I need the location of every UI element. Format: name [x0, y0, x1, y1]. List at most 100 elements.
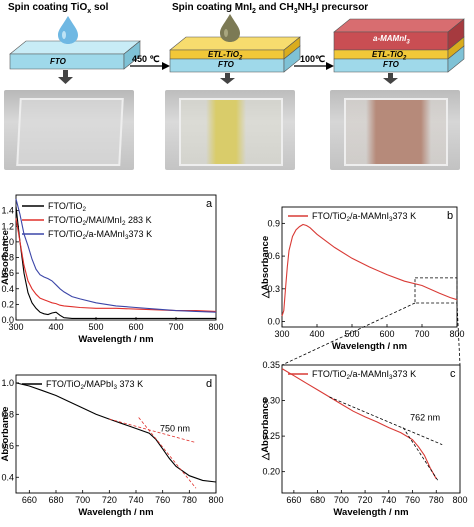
down-arrows — [58, 70, 398, 84]
substrate-3 — [333, 18, 465, 73]
tangent-line — [329, 396, 443, 446]
x-tick-label: 760 — [155, 495, 170, 505]
zoom-box — [414, 277, 458, 304]
x-axis-label: Wavelength / nm — [333, 507, 408, 518]
y-tick-label: 0.35 — [262, 360, 280, 370]
zoom-connector — [456, 302, 461, 366]
substrate-2 — [169, 14, 301, 73]
x-tick-label: 720 — [102, 495, 117, 505]
panel-d: 660 680 700 720 740 760 780 800 0.4 0.6 0.8 1.0 Wave… — [0, 374, 224, 518]
layer-label-etl-3: ETL-TiO2 — [372, 50, 407, 62]
step1-title: Spin coating TiOx sol — [8, 2, 109, 15]
y-tick-label: 1.4 — [1, 206, 14, 216]
y-axis-label: △Absorbance — [260, 236, 271, 299]
series-line — [15, 218, 217, 312]
y-tick-label: 0.25 — [262, 431, 280, 441]
x-tick-label: 700 — [75, 495, 90, 505]
x-tick-label: 680 — [310, 495, 325, 505]
panel-letter: d — [206, 378, 212, 390]
x-tick-label: 740 — [128, 495, 143, 505]
legend-entry: FTO/TiO2/MAPbI3 373 K — [46, 379, 143, 391]
legend-entry: FTO/TiO2/a-MAMnI3373 K — [312, 369, 416, 381]
layer-label-fto-2: FTO — [218, 60, 234, 69]
x-axis-label: Wavelength / nm — [332, 341, 407, 352]
y-tick-label: 0.6 — [1, 441, 14, 451]
annotation-750nm: 750 nm — [160, 424, 190, 434]
y-tick-label: 0.2 — [1, 299, 14, 309]
substrate-1 — [9, 16, 141, 70]
x-tick-label: 780 — [429, 495, 444, 505]
y-tick-label: 1.2 — [1, 221, 14, 231]
x-tick-label: 660 — [286, 495, 301, 505]
sample-photo-2 — [165, 90, 295, 170]
x-tick-label: 400 — [48, 322, 63, 332]
x-tick-label: 400 — [309, 329, 324, 339]
tangent-line — [402, 427, 439, 482]
x-tick-label: 800 — [208, 495, 223, 505]
series-line — [15, 206, 216, 319]
arrow-1-label: 450 ℃ — [132, 54, 160, 64]
series-line — [281, 223, 458, 317]
x-tick-label: 300 — [274, 329, 289, 339]
x-tick-label: 700 — [168, 322, 183, 332]
sample-photo-3 — [330, 90, 460, 170]
layer-label-fto-1: FTO — [50, 57, 66, 66]
legend-entry: FTO/TiO2/MAI/MnI2 283 K — [48, 215, 152, 227]
arrow-1 — [130, 62, 170, 70]
y-axis-label: Absorbance — [0, 407, 11, 462]
sample-photo-1 — [4, 90, 134, 170]
drop-icon-2 — [220, 14, 240, 42]
panel-c: 660 680 700 720 740 760 780 800 0.20 0.25 0.30 0.35… — [260, 360, 468, 518]
tangent-line — [138, 417, 197, 489]
x-tick-label: 500 — [344, 329, 359, 339]
panel-letter: a — [206, 198, 213, 210]
x-tick-label: 680 — [48, 495, 63, 505]
step2-title: Spin coating MnI2 and CH3NH3I precursor — [172, 2, 369, 15]
arrow-2-label: 100℃ — [300, 54, 326, 64]
y-tick-label: 0.30 — [262, 396, 280, 406]
x-tick-label: 720 — [358, 495, 373, 505]
arrow-2 — [294, 62, 334, 70]
y-tick-label: 0.8 — [1, 253, 14, 263]
y-tick-label: 1.0 — [1, 237, 14, 247]
x-tick-label: 500 — [88, 322, 103, 332]
panel-b: 300 400 500 600 700 800 0.0 0.3 0.6 0.9 Wavelength… — [260, 206, 465, 366]
x-tick-label: 600 — [379, 329, 394, 339]
x-tick-label: 780 — [182, 495, 197, 505]
y-axis-label: Absorbance — [0, 230, 11, 285]
substrate-schematics — [9, 14, 465, 84]
x-tick-label: 800 — [208, 322, 223, 332]
legend-entry: FTO/TiO2/a-MAMnI3373 K — [48, 229, 152, 241]
x-axis-label: Wavelength / nm — [78, 334, 153, 345]
y-tick-label: 0.0 — [1, 315, 14, 325]
x-tick-label: 800 — [452, 495, 467, 505]
x-axis-label: Wavelength / nm — [78, 507, 153, 518]
plot-frame — [15, 194, 217, 321]
layer-label-film: a-MAMnI3 — [373, 34, 410, 46]
x-tick-label: 660 — [22, 495, 37, 505]
x-tick-label: 700 — [334, 495, 349, 505]
y-tick-label: 0.4 — [1, 284, 14, 294]
plot-frame — [15, 374, 217, 494]
layer-label-fto-3: FTO — [383, 60, 399, 69]
legend-entry: FTO/TiO2 — [48, 201, 87, 213]
drop-icon — [58, 16, 78, 44]
panel-letter: c — [450, 368, 456, 380]
legend-entry: FTO/TiO2/a-MAMnI3373 K — [312, 211, 416, 223]
plot-frame — [281, 364, 461, 494]
y-tick-label: 0.0 — [267, 317, 280, 327]
zoom-connector — [281, 302, 416, 366]
panel-letter: b — [447, 210, 453, 222]
x-tick-label: 740 — [381, 495, 396, 505]
panel-a: 300 400 500 600 700 800 0.0 0.2 0.4 0.6 0.8 1.0 1.2 1… — [0, 194, 224, 345]
series-line — [15, 198, 217, 313]
schematic: Spin coating TiOx sol Spin coating MnI2 … — [0, 0, 474, 180]
y-tick-label: 0.8 — [1, 409, 14, 419]
annotation-762nm: 762 nm — [410, 412, 440, 422]
x-tick-label: 300 — [8, 322, 23, 332]
x-tick-label: 760 — [405, 495, 420, 505]
y-tick-label: 0.3 — [267, 284, 280, 294]
layer-label-etl-2: ETL-TiO2 — [208, 50, 243, 62]
plot-frame — [281, 206, 458, 328]
series-line — [15, 382, 217, 483]
